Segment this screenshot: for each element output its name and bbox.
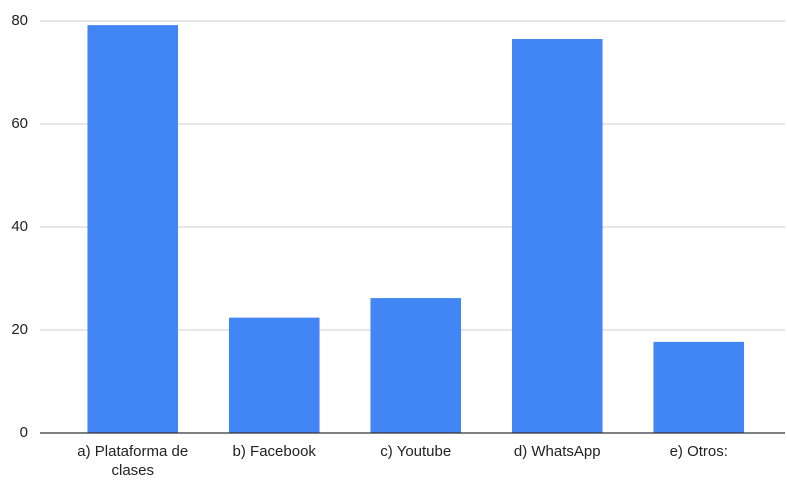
x-tick-label: d) WhatsApp [513,443,601,460]
bar [653,341,745,433]
x-tick-label: b) Facebook [232,443,316,460]
bar [87,25,179,434]
x-tick-label: e) Otros: [669,443,728,460]
x-tick-label: a) Plataforma de clases [77,443,189,479]
y-tick-label: 80 [11,12,28,29]
bar [228,317,320,433]
bar [370,298,462,433]
y-tick-label: 60 [11,115,28,132]
y-tick-label: 40 [11,218,28,235]
x-tick-label: c) Youtube [380,443,452,460]
y-tick-label: 20 [11,321,28,338]
bar [511,39,603,434]
y-tick-label: 0 [20,424,28,441]
